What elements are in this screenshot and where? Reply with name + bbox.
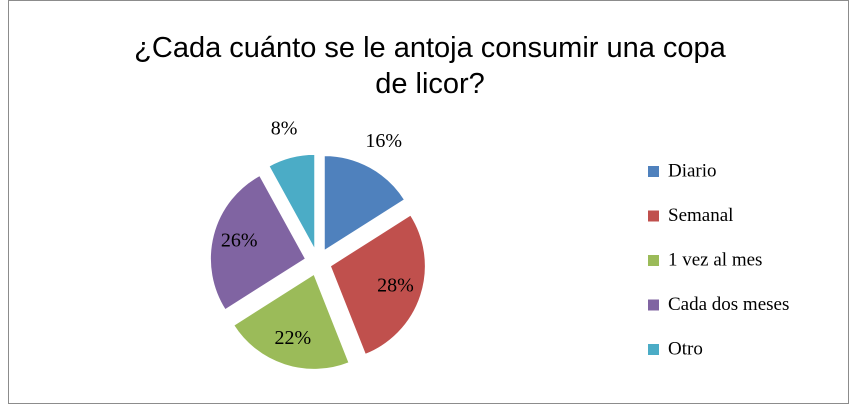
legend-swatch (648, 299, 659, 311)
pie-slice (323, 155, 406, 252)
chart-title: ¿Cada cuánto se le antoja consumir una c… (134, 32, 726, 100)
legend-label: 1 vez al mes (668, 249, 762, 270)
legend-swatch (648, 255, 659, 266)
legend-swatch (648, 210, 659, 222)
pie-slice (209, 174, 307, 311)
pie-slice (233, 273, 350, 370)
legend-label: Cada dos meses (668, 294, 789, 315)
data-label: 16% (365, 130, 402, 152)
legend-label: Otro (668, 338, 703, 359)
legend-swatch (648, 166, 659, 177)
data-label: 28% (377, 275, 414, 297)
legend-label: Semanal (668, 205, 733, 226)
pie-slice (268, 153, 316, 250)
pie-slice (329, 214, 426, 355)
data-label: 26% (221, 229, 258, 251)
data-label: 8% (271, 117, 298, 139)
data-label: 22% (275, 327, 312, 349)
legend-label: Diario (668, 160, 717, 181)
legend-swatch (648, 344, 659, 355)
